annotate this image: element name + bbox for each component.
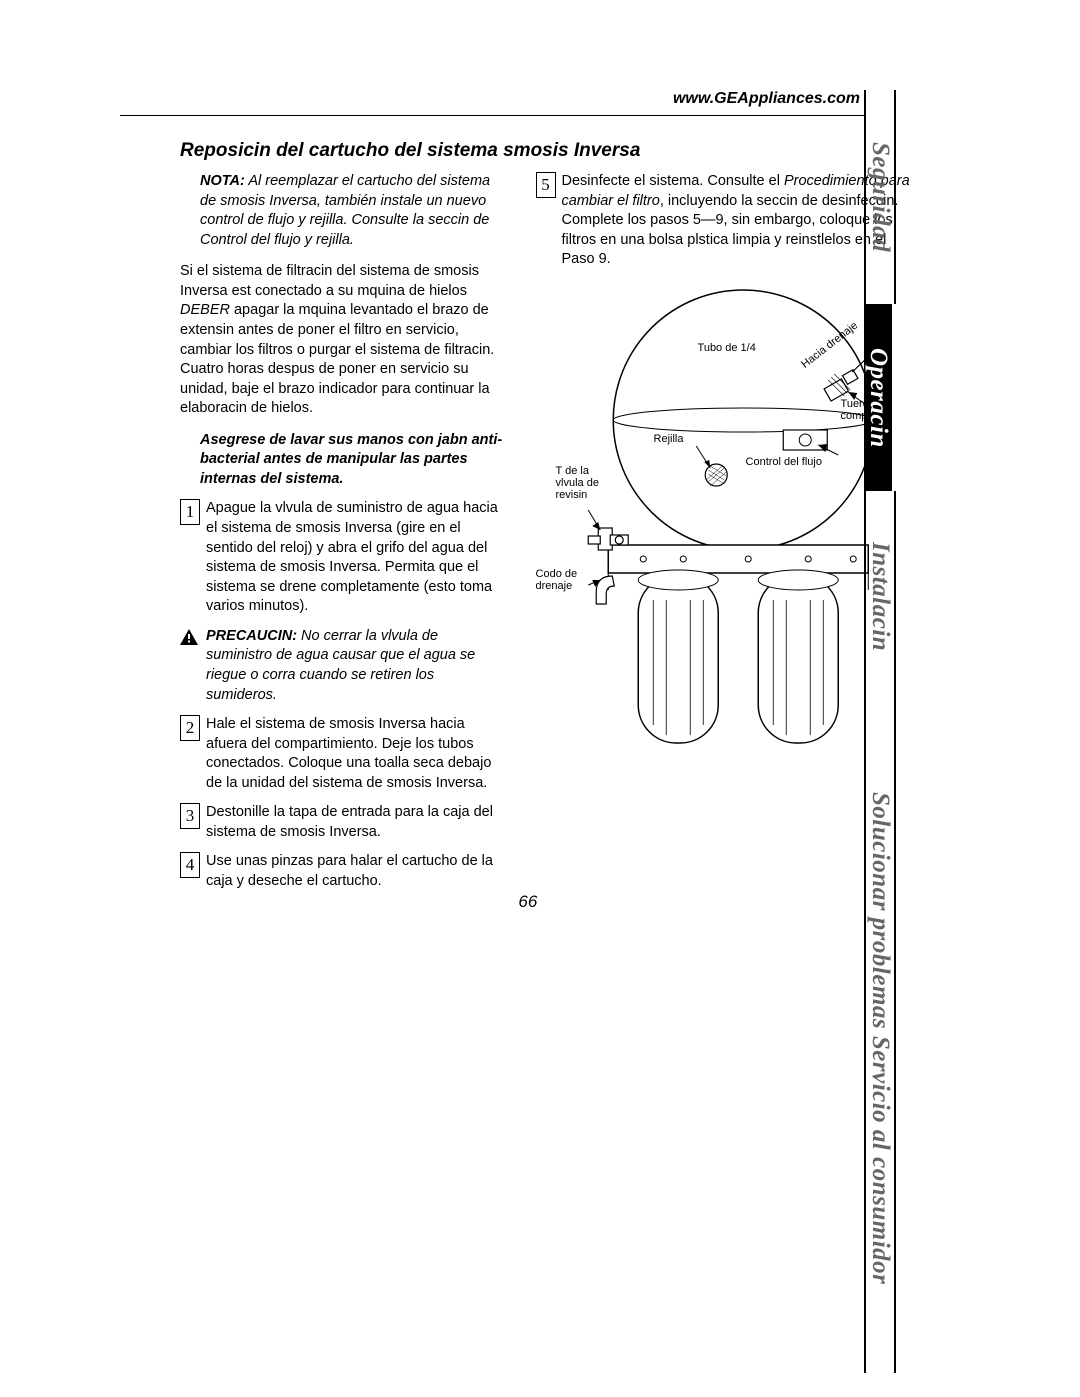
- caution-block: PRECAUCIN: No cerrar la vlvula de sumini…: [180, 627, 508, 705]
- caution-label: PRECAUCIN:: [206, 628, 297, 644]
- nota-label: NOTA:: [200, 173, 245, 189]
- asegrese-paragraph: Asegrese de lavar sus manos con jabn ant…: [200, 431, 508, 490]
- label-tvalv: T de la vlvula de revisin: [556, 465, 616, 501]
- step-2: 2 Hale el sistema de smosis Inversa haci…: [180, 715, 508, 793]
- label-control: Control del flujo: [746, 455, 822, 470]
- header-url: www.GEAppliances.com: [673, 90, 860, 108]
- label-rejilla: Rejilla: [654, 432, 684, 447]
- tank-diagram-svg: [536, 280, 920, 800]
- step-3-text: Destonille la tapa de entrada para la ca…: [206, 803, 508, 842]
- warning-icon: [180, 629, 198, 645]
- step-number-5: 5: [536, 172, 556, 198]
- step-2-text: Hale el sistema de smosis Inversa hacia …: [206, 715, 508, 793]
- tab-solucionar[interactable]: Solucionar problemas Servicio al consumi…: [864, 703, 896, 1373]
- step-4-text: Use unas pinzas para halar el cartucho d…: [206, 852, 508, 891]
- step-1: 1 Apague la vlvula de suministro de agua…: [180, 499, 508, 616]
- step-4: 4 Use unas pinzas para halar el cartucho…: [180, 852, 508, 891]
- section-title: Reposicin del cartucho del sistema smosi…: [180, 140, 920, 162]
- nota-paragraph: NOTA: Al reemplazar el cartucho del sist…: [200, 172, 508, 250]
- step-number-3: 3: [180, 803, 200, 829]
- header-rule: [120, 115, 864, 116]
- side-tabs: Seguridad Operacin Instalacin Solucionar…: [864, 90, 954, 1373]
- deb-pre: Si el sistema de filtracin del sistema d…: [180, 263, 479, 299]
- content-columns: NOTA: Al reemplazar el cartucho del sist…: [180, 172, 920, 902]
- step-number-2: 2: [180, 715, 200, 741]
- s5-pre: Desinfecte el sistema. Consulte el: [562, 173, 784, 189]
- deb-label: DEBER: [180, 302, 230, 318]
- step-5: 5 Desinfecte el sistema. Consulte el Pro…: [536, 172, 920, 270]
- tab-instalacin[interactable]: Instalacin: [864, 491, 896, 703]
- step-number-4: 4: [180, 852, 200, 878]
- page-number: 66: [518, 892, 537, 912]
- tab-seguridad[interactable]: Seguridad: [864, 90, 896, 304]
- label-codo: Codo de drenaje: [536, 568, 586, 592]
- deb-post: apagar la mquina levantado el brazo de e…: [180, 302, 494, 416]
- tab-operacin[interactable]: Operacin: [864, 304, 892, 491]
- step-3: 3 Destonille la tapa de entrada para la …: [180, 803, 508, 842]
- deber-paragraph: Si el sistema de filtracin del sistema d…: [180, 262, 508, 419]
- label-tubo: Tubo de 1/4: [698, 342, 756, 354]
- left-column: NOTA: Al reemplazar el cartucho del sist…: [180, 172, 508, 902]
- diagram: Tubo de 1/4 Hacia drenaje Tuerca de comp…: [536, 280, 920, 800]
- step-1-text: Apague la vlvula de suministro de agua h…: [206, 499, 508, 616]
- step-number-1: 1: [180, 499, 200, 525]
- caution-text: PRECAUCIN: No cerrar la vlvula de sumini…: [206, 627, 508, 705]
- right-column: 5 Desinfecte el sistema. Consulte el Pro…: [536, 172, 920, 902]
